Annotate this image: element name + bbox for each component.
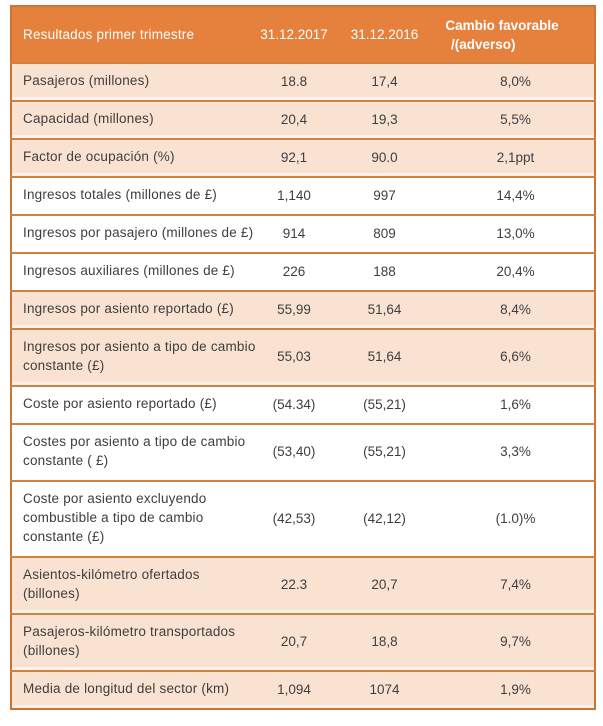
table-row: Pasajeros (millones) 18.8 17,4 8,0% — [11, 63, 595, 101]
metric-label-cell: Ingresos por pasajero (millones de £) — [11, 215, 256, 253]
value-2017-cell: 914 — [256, 215, 332, 253]
table-row: Coste por asiento reportado (£) (54.34) … — [11, 386, 595, 424]
table-row: Ingresos por asiento a tipo de cambio co… — [11, 329, 595, 386]
table-row: Media de longitud del sector (km) 1,094 … — [11, 671, 595, 709]
table-row: Costes por asiento a tipo de cambio cons… — [11, 424, 595, 481]
metric-label-cell: Ingresos por asiento reportado (£) — [11, 291, 256, 329]
metric-label-cell: Coste por asiento excluyendo combustible… — [11, 481, 256, 557]
value-2017-cell: 92,1 — [256, 139, 332, 177]
table-row: Capacidad (millones) 20,4 19,3 5,5% — [11, 101, 595, 139]
value-2016-cell: 1074 — [332, 671, 437, 709]
column-header-2017: 31.12.2017 — [256, 6, 332, 63]
value-2017-cell: 55,99 — [256, 291, 332, 329]
metric-label-cell: Costes por asiento a tipo de cambio cons… — [11, 424, 256, 481]
value-2016-cell: 17,4 — [332, 63, 437, 101]
value-2016-cell: 19,3 — [332, 101, 437, 139]
change-cell: (1.0)% — [437, 481, 595, 557]
change-cell: 6,6% — [437, 329, 595, 386]
change-cell: 13,0% — [437, 215, 595, 253]
change-cell: 20,4% — [437, 253, 595, 291]
value-2016-cell: 20,7 — [332, 557, 437, 614]
metric-label-cell: Pasajeros-kilómetro transportados (billo… — [11, 614, 256, 671]
table-row: Ingresos auxiliares (millones de £) 226 … — [11, 253, 595, 291]
change-cell: 9,7% — [437, 614, 595, 671]
value-2017-cell: 20,7 — [256, 614, 332, 671]
metric-label-cell: Coste por asiento reportado (£) — [11, 386, 256, 424]
value-2016-cell: 51,64 — [332, 329, 437, 386]
value-2017-cell: (42,53) — [256, 481, 332, 557]
change-cell: 3,3% — [437, 424, 595, 481]
value-2016-cell: 90.0 — [332, 139, 437, 177]
table-row: Asientos-kilómetro ofertados (billones) … — [11, 557, 595, 614]
metric-label-cell: Factor de ocupación (%) — [11, 139, 256, 177]
change-header-line2: /(adverso) — [451, 36, 516, 52]
page: Resultados primer trimestre 31.12.2017 3… — [10, 5, 596, 710]
change-cell: 8,0% — [437, 63, 595, 101]
value-2016-cell: 51,64 — [332, 291, 437, 329]
table-row: Ingresos por pasajero (millones de £) 91… — [11, 215, 595, 253]
metric-label-cell: Ingresos auxiliares (millones de £) — [11, 253, 256, 291]
metric-label-cell: Media de longitud del sector (km) — [11, 671, 256, 709]
change-cell: 14,4% — [437, 177, 595, 215]
change-cell: 1,6% — [437, 386, 595, 424]
change-cell: 1,9% — [437, 671, 595, 709]
value-2016-cell: (55,21) — [332, 424, 437, 481]
quarterly-results-table: Resultados primer trimestre 31.12.2017 3… — [10, 5, 596, 710]
table-row: Factor de ocupación (%) 92,1 90.0 2,1ppt — [11, 139, 595, 177]
value-2017-cell: (53,40) — [256, 424, 332, 481]
column-header-2016: 31.12.2016 — [332, 6, 437, 63]
value-2017-cell: 18.8 — [256, 63, 332, 101]
metric-label-cell: Asientos-kilómetro ofertados (billones) — [11, 557, 256, 614]
metric-label-cell: Ingresos totales (millones de £) — [11, 177, 256, 215]
change-cell: 8,4% — [437, 291, 595, 329]
metric-label-cell: Pasajeros (millones) — [11, 63, 256, 101]
metric-label-cell: Capacidad (millones) — [11, 101, 256, 139]
table-title: Resultados primer trimestre — [11, 6, 256, 63]
value-2016-cell: (42,12) — [332, 481, 437, 557]
change-cell: 7,4% — [437, 557, 595, 614]
value-2017-cell: 22.3 — [256, 557, 332, 614]
value-2016-cell: 809 — [332, 215, 437, 253]
value-2016-cell: (55,21) — [332, 386, 437, 424]
value-2017-cell: 20,4 — [256, 101, 332, 139]
table-header-row: Resultados primer trimestre 31.12.2017 3… — [11, 6, 595, 63]
change-cell: 5,5% — [437, 101, 595, 139]
column-header-change: Cambio favorable /(adverso) — [437, 6, 595, 63]
value-2016-cell: 188 — [332, 253, 437, 291]
table-row: Ingresos por asiento reportado (£) 55,99… — [11, 291, 595, 329]
change-cell: 2,1ppt — [437, 139, 595, 177]
table-row: Pasajeros-kilómetro transportados (billo… — [11, 614, 595, 671]
value-2017-cell: 55,03 — [256, 329, 332, 386]
table-row: Coste por asiento excluyendo combustible… — [11, 481, 595, 557]
value-2016-cell: 18,8 — [332, 614, 437, 671]
metric-label-cell: Ingresos por asiento a tipo de cambio co… — [11, 329, 256, 386]
value-2017-cell: 226 — [256, 253, 332, 291]
value-2016-cell: 997 — [332, 177, 437, 215]
table-row: Ingresos totales (millones de £) 1,140 9… — [11, 177, 595, 215]
value-2017-cell: 1,140 — [256, 177, 332, 215]
value-2017-cell: (54.34) — [256, 386, 332, 424]
value-2017-cell: 1,094 — [256, 671, 332, 709]
change-header-line1: Cambio favorable — [445, 17, 559, 33]
